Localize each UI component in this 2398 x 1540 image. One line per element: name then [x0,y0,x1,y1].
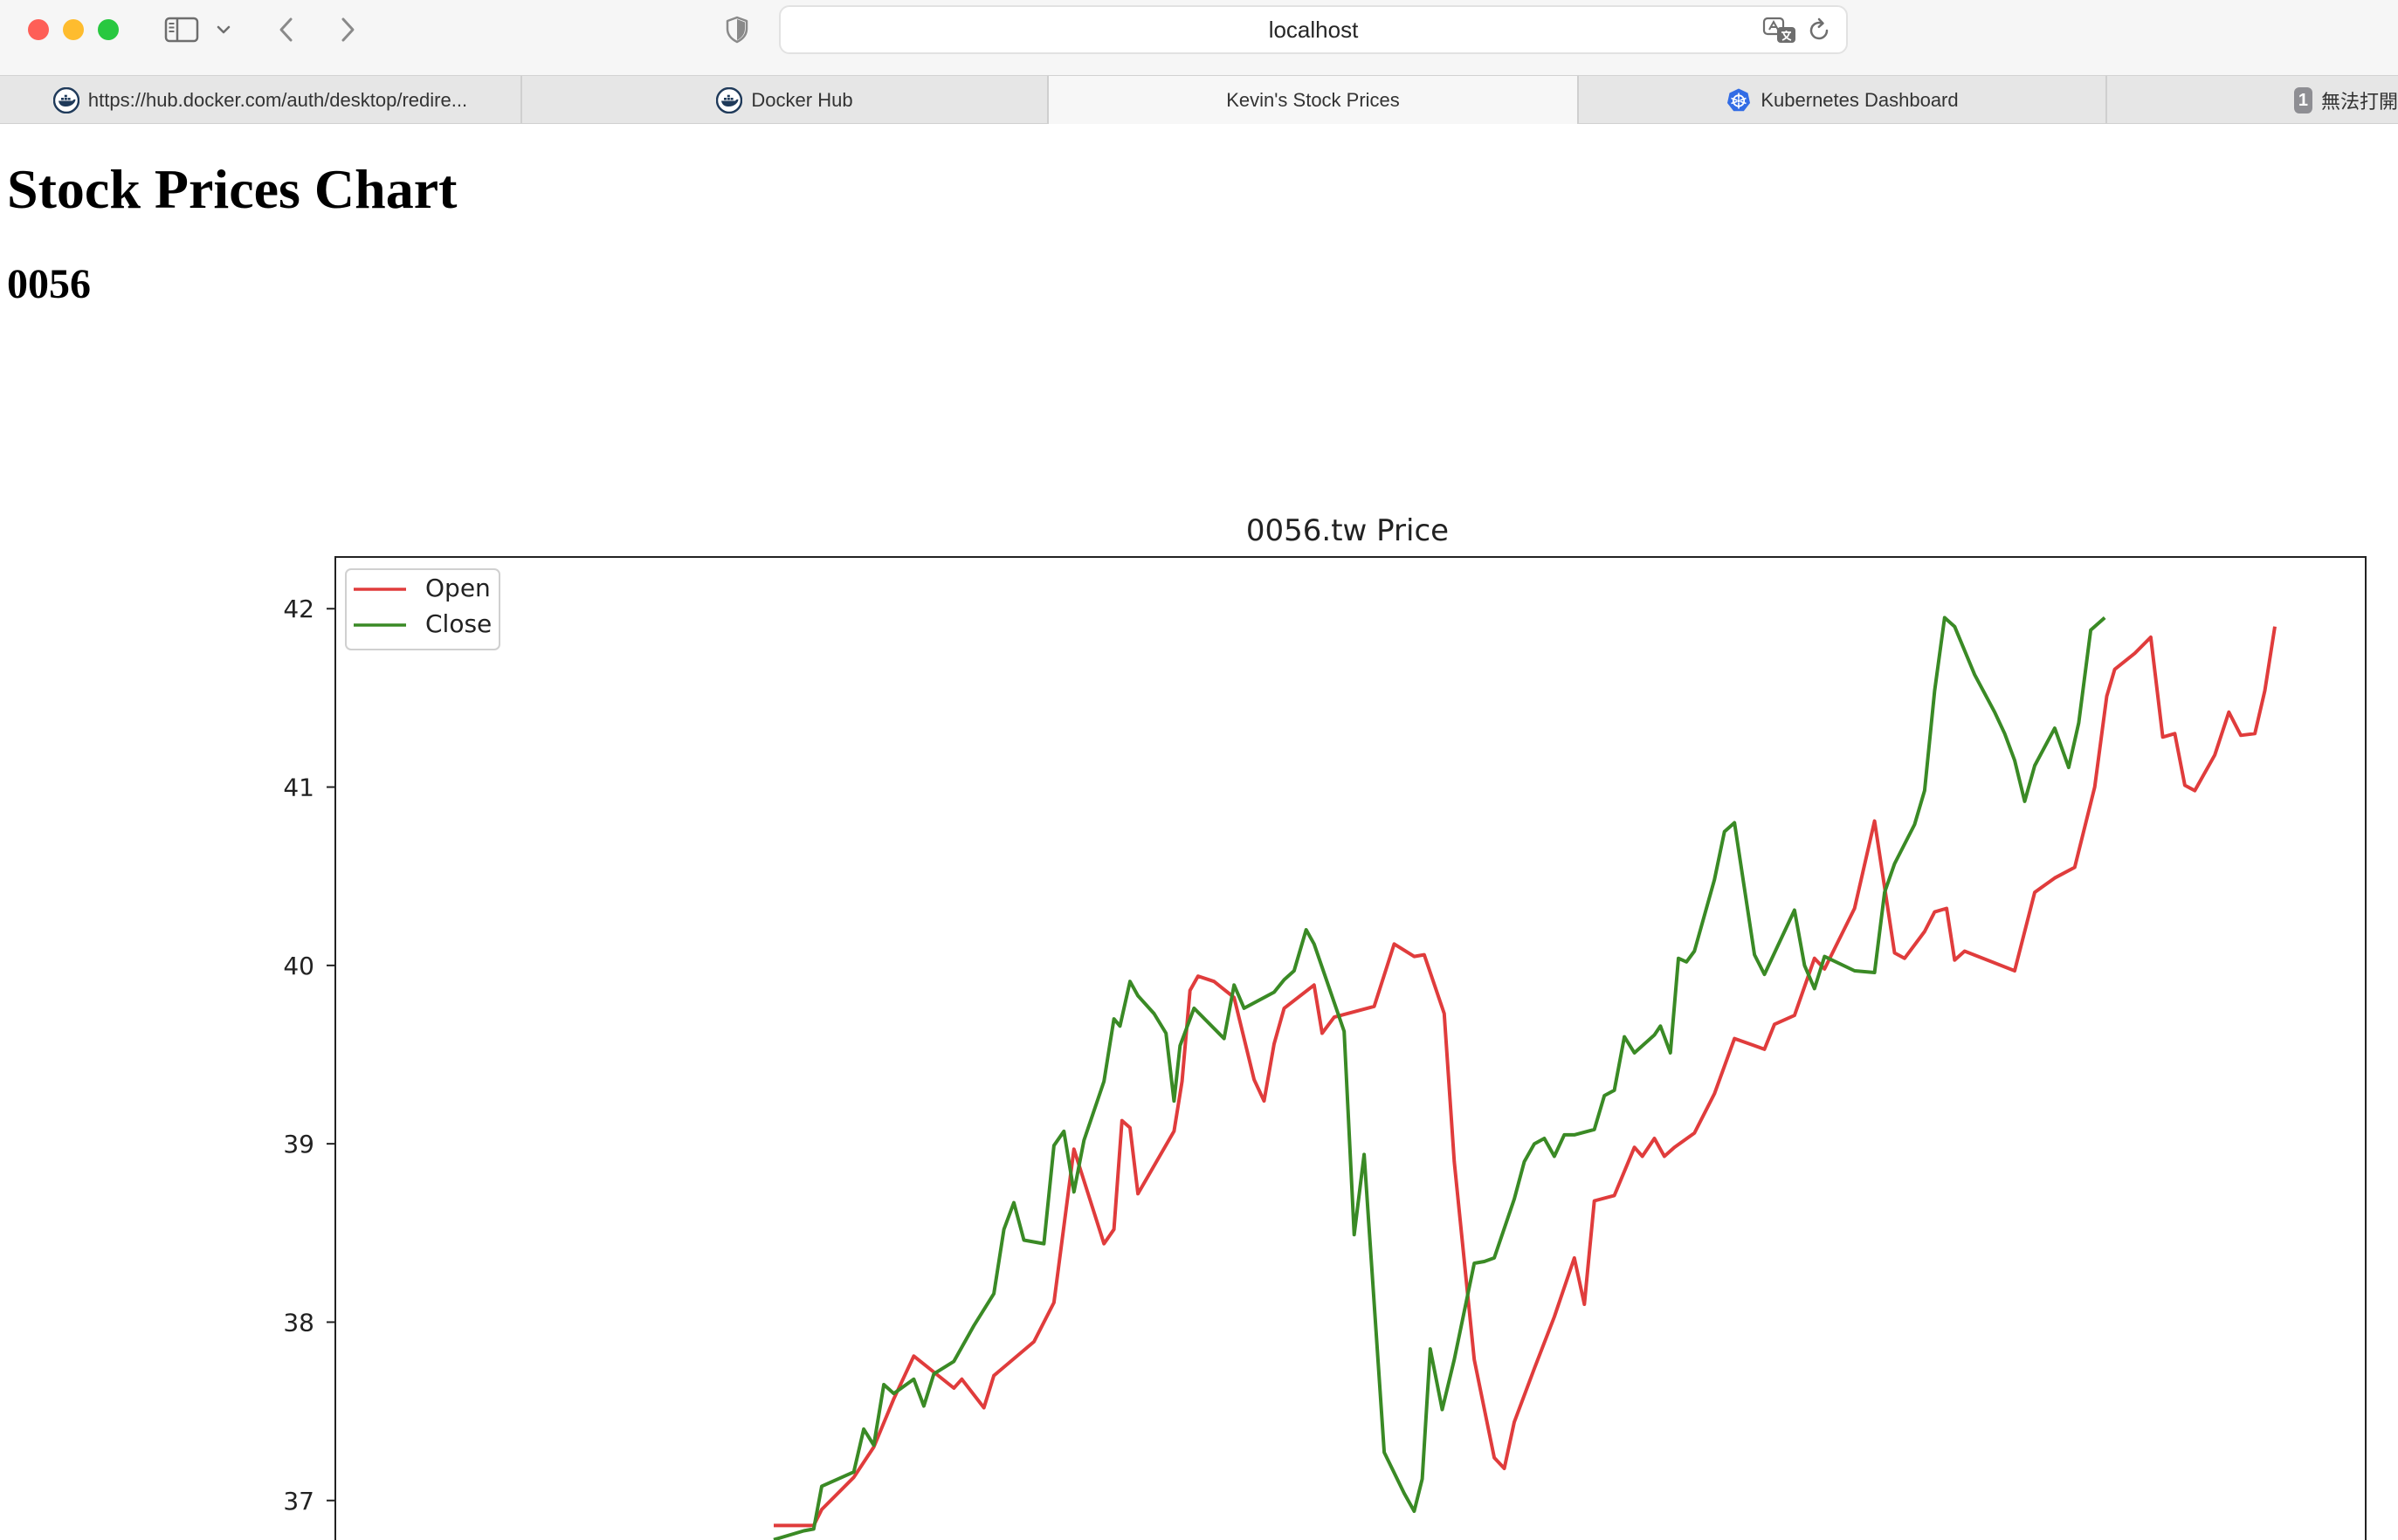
page-content: Stock Prices Chart 0056 0056.tw Price 37… [0,124,2398,1540]
sidebar-icon[interactable] [162,12,201,47]
chevron-left-icon[interactable] [271,12,302,47]
reload-icon[interactable] [1804,16,1834,45]
stock-price-chart: 0056.tw Price 37 38 39 40 41 42 Open Close [283,513,2367,1540]
window-close-button[interactable] [28,19,49,40]
kubernetes-icon [1727,88,1751,111]
tab-label: 無法打開 [2320,90,2398,113]
window-minimize-button[interactable] [63,19,84,40]
legend-label-open: Open [425,574,491,602]
y-tick-label: 39 [283,1130,314,1158]
window-zoom-button[interactable] [98,19,119,40]
tab-label: https://hub.docker.com/auth/desktop/redi… [87,88,468,111]
tab-cannot-open[interactable]: 1 無法打開 [2107,76,2398,124]
chevron-right-icon[interactable] [332,12,363,47]
legend-label-close: Close [425,609,492,638]
tab-docker-auth[interactable]: https://hub.docker.com/auth/desktop/redi… [0,76,522,124]
chart-title: 0056.tw Price [1246,513,1449,548]
y-tick-label: 42 [283,595,314,623]
y-tick-label: 38 [283,1308,314,1337]
docker-icon [52,86,79,113]
address-text: localhost [1268,17,1359,43]
series-line-open [774,626,2277,1528]
docker-icon [716,86,743,113]
series-line-close [773,615,2106,1540]
address-bar[interactable]: localhost [779,5,1848,54]
chart-legend: Open Close [345,568,500,650]
tab-kevins-stock-prices[interactable]: Kevin's Stock Prices [1049,76,1579,124]
tab-bar: https://hub.docker.com/auth/desktop/redi… [0,75,2398,124]
browser-toolbar: localhost [0,0,2398,75]
tab-docker-hub[interactable]: Docker Hub [522,76,1049,124]
plot-frame [334,556,2367,1540]
tab-label: Kevin's Stock Prices [1226,88,1400,111]
tab-kubernetes-dashboard[interactable]: Kubernetes Dashboard [1579,76,2107,124]
chevron-down-icon[interactable] [213,12,234,47]
shield-icon[interactable] [721,12,753,47]
y-tick-label: 41 [283,773,314,802]
y-axis: 37 38 39 40 41 42 [283,595,335,1516]
translate-icon[interactable] [1762,16,1797,45]
y-tick-label: 37 [283,1487,314,1516]
page-title: Stock Prices Chart [7,158,458,220]
series-layer [773,615,2277,1540]
y-tick-label: 40 [283,952,314,980]
tab-count-badge: 1 [2294,86,2312,113]
tab-label: Docker Hub [751,88,853,111]
tab-label: Kubernetes Dashboard [1761,88,1959,111]
stock-code-heading: 0056 [7,261,91,307]
